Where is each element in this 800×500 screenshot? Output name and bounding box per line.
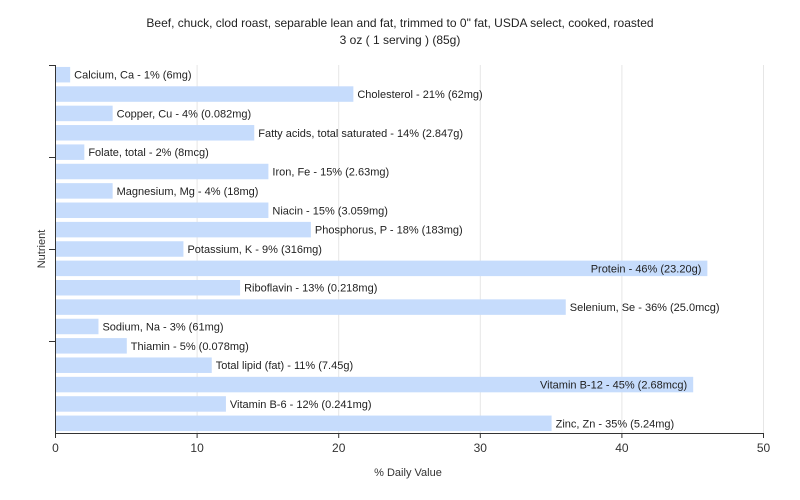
bar bbox=[56, 318, 99, 335]
bar-label: Magnesium, Mg - 4% (18mg) bbox=[117, 186, 259, 198]
bar-label: Phosphorus, P - 18% (183mg) bbox=[315, 225, 463, 237]
bar bbox=[56, 415, 552, 432]
bar bbox=[56, 183, 113, 199]
bar-label: Thiamin - 5% (0.078mg) bbox=[131, 341, 249, 353]
bar bbox=[56, 338, 127, 354]
bar-label: Fatty acids, total saturated - 14% (2.84… bbox=[258, 128, 463, 140]
x-tick-label: 10 bbox=[190, 441, 204, 455]
bar bbox=[56, 357, 212, 373]
chart-title: Beef, chuck, clod roast, separable lean … bbox=[146, 16, 653, 30]
bar bbox=[56, 144, 85, 160]
bar-label: Potassium, K - 9% (316mg) bbox=[187, 244, 322, 256]
bar bbox=[56, 163, 269, 180]
bar bbox=[56, 202, 269, 219]
bar bbox=[56, 396, 226, 412]
bar-label: Riboflavin - 13% (0.218mg) bbox=[244, 283, 377, 295]
bar-label: Protein - 46% (23.20g) bbox=[591, 263, 702, 275]
bar-label: Selenium, Se - 36% (25.0mcg) bbox=[570, 302, 720, 314]
bar-label: Zinc, Zn - 35% (5.24mg) bbox=[556, 418, 675, 430]
bar bbox=[56, 279, 241, 296]
x-tick-label: 30 bbox=[474, 441, 488, 455]
bar-label: Niacin - 15% (3.059mg) bbox=[272, 205, 388, 217]
bar bbox=[56, 125, 255, 141]
x-axis-label: % Daily Value bbox=[374, 467, 442, 479]
x-tick-label: 20 bbox=[332, 441, 346, 455]
x-tick-label: 0 bbox=[52, 441, 59, 455]
bar-label: Sodium, Na - 3% (61mg) bbox=[102, 321, 223, 333]
bar bbox=[56, 299, 566, 315]
bar bbox=[56, 376, 694, 393]
bar bbox=[56, 66, 71, 83]
bar-label: Cholesterol - 21% (62mg) bbox=[357, 89, 482, 101]
bars: Calcium, Ca - 1% (6mg) Cholesterol - 21% … bbox=[56, 66, 720, 432]
bar-label: Folate, total - 2% (8mcg) bbox=[88, 147, 208, 159]
bar-label: Iron, Fe - 15% (2.63mg) bbox=[272, 167, 389, 179]
axes: 0 10 20 30 40 50 bbox=[49, 65, 770, 455]
x-tick-label: 50 bbox=[757, 441, 771, 455]
bar-label: Vitamin B-6 - 12% (0.241mg) bbox=[230, 399, 372, 411]
bar bbox=[56, 105, 113, 122]
bar-label: Total lipid (fat) - 11% (7.45g) bbox=[216, 360, 353, 372]
bar-label: Calcium, Ca - 1% (6mg) bbox=[74, 70, 191, 82]
chart-subtitle: 3 oz ( 1 serving ) (85g) bbox=[340, 33, 461, 47]
bar bbox=[56, 221, 311, 238]
y-axis-label: Nutrient bbox=[36, 230, 48, 269]
x-tick-label: 40 bbox=[615, 441, 629, 455]
bar-label: Vitamin B-12 - 45% (2.68mcg) bbox=[540, 380, 687, 392]
bar bbox=[56, 241, 184, 257]
bar bbox=[56, 86, 354, 102]
bar bbox=[56, 260, 708, 277]
bar-label: Copper, Cu - 4% (0.082mg) bbox=[117, 108, 252, 120]
